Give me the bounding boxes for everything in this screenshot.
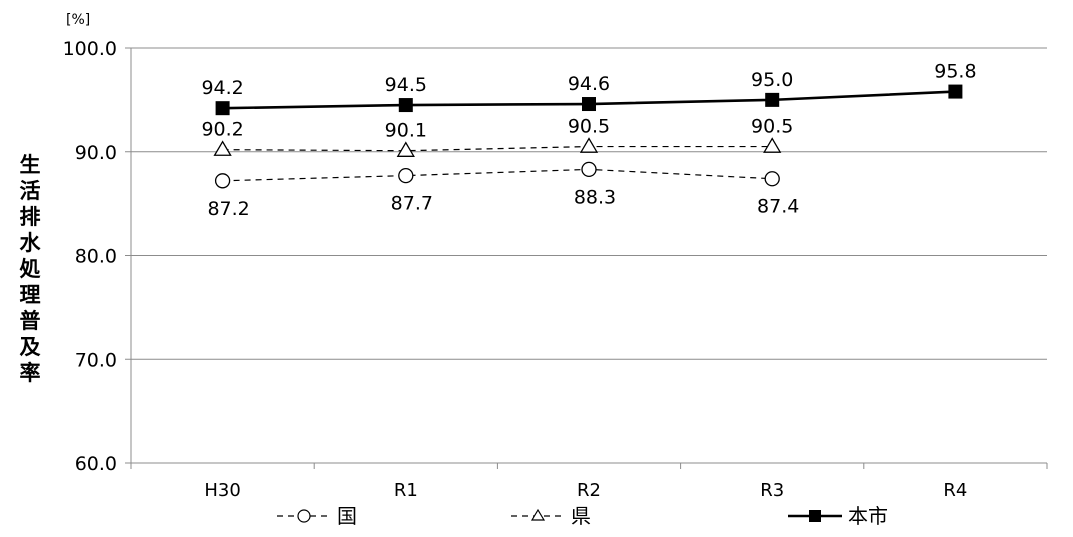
legend-marker-square [809, 510, 821, 522]
data-label: 90.2 [201, 119, 243, 141]
data-labels: 87.2 87.7 88.3 87.4 90.2 90.1 90.5 90.5 94.2 94.5… [201, 61, 976, 220]
data-label: 87.2 [207, 198, 249, 220]
y-axis-title-char: 率 [20, 361, 41, 385]
x-tick-label: H30 [204, 480, 240, 501]
point-square-0 [215, 101, 230, 116]
legend-label: 県 [571, 504, 591, 528]
data-label: 94.2 [201, 77, 243, 99]
point-circle-2 [581, 161, 597, 178]
legend-marker-triangle [530, 508, 546, 521]
y-axis-title-char: 及 [20, 335, 42, 359]
y-axis-title-char: 理 [20, 283, 41, 307]
point-triangle-2 [579, 137, 599, 153]
y-axis-title-char: 普 [20, 309, 41, 333]
point-square-2 [582, 97, 596, 112]
axes: 60.0 70.0 80.0 90.0 100.0 H30 R1 R2 R3 R4 [%] 生活排水処… [20, 12, 1048, 501]
data-label: 87.4 [757, 196, 799, 218]
point-square-1 [398, 98, 413, 113]
data-label: 87.7 [391, 193, 433, 215]
unit-label: [%] [66, 12, 90, 28]
legend-label: 本市 [848, 504, 888, 528]
y-tick-label: 100.0 [63, 38, 117, 60]
data-label: 90.5 [568, 116, 610, 138]
y-tick-label: 60.0 [75, 453, 117, 475]
data-label: 88.3 [574, 186, 616, 208]
data-label: 90.5 [751, 116, 793, 138]
point-triangle-1 [396, 141, 415, 157]
data-label: 95.0 [751, 69, 793, 91]
series-line-1 [222, 145, 773, 152]
x-tick-label: R4 [943, 480, 967, 501]
point-square-3 [765, 92, 780, 107]
legend-marker-circle [297, 509, 311, 523]
point-circle-0 [214, 173, 231, 189]
x-tick-label: R3 [760, 480, 784, 501]
series-line-0 [222, 168, 773, 182]
y-tick-label: 80.0 [75, 246, 117, 268]
series-markers [213, 84, 963, 189]
legend-label: 国 [337, 504, 357, 528]
point-triangle-0 [213, 140, 232, 156]
data-label: 95.8 [934, 61, 976, 83]
data-label: 94.6 [568, 73, 610, 95]
x-tick-label: R1 [394, 480, 418, 501]
legend: 国 県 本市 [277, 504, 888, 528]
y-axis-title-char: 水 [20, 231, 42, 255]
data-label: 90.1 [385, 120, 427, 142]
point-triangle-3 [763, 137, 782, 153]
y-tick-label: 90.0 [75, 142, 117, 164]
point-circle-1 [398, 167, 414, 184]
point-circle-3 [764, 171, 780, 187]
y-axis-title-char: 活 [20, 179, 41, 203]
y-axis-title-char: 排 [20, 205, 41, 229]
y-tick-label: 70.0 [75, 349, 117, 371]
x-tick-label: R2 [577, 480, 601, 501]
y-axis-title-char: 生 [20, 153, 41, 177]
data-label: 94.5 [385, 74, 427, 96]
point-square-4 [948, 84, 963, 99]
y-axis-title-char: 処 [20, 257, 42, 281]
